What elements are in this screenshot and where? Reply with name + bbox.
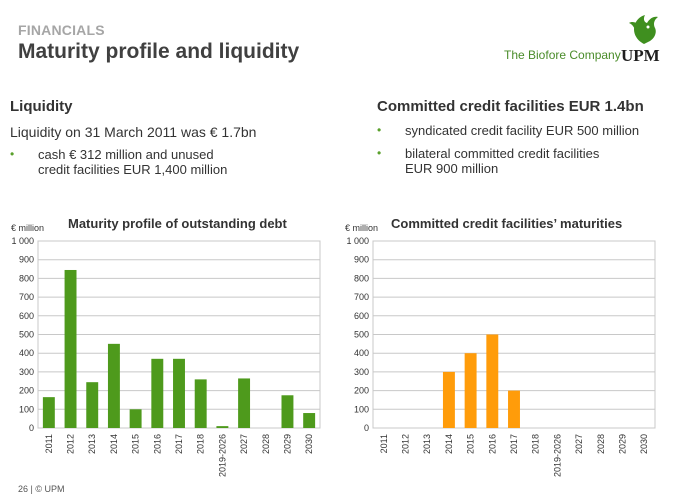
- bullet-line: syndicated credit facility EUR 500 milli…: [405, 123, 640, 138]
- y-tick-label: 500: [354, 330, 369, 340]
- x-tick-label: 2019-2026: [552, 434, 562, 477]
- x-tick-label: 2011: [44, 434, 54, 453]
- x-tick-label: 2017: [174, 434, 184, 454]
- bar: [86, 382, 99, 428]
- x-tick-label: 2030: [639, 434, 649, 454]
- y-axis-label: € million: [345, 223, 379, 233]
- section-label: FINANCIALS: [18, 22, 105, 38]
- copyright: © UPM: [35, 484, 65, 494]
- credit-facility-maturity-chart: 0 100 200 300 400 500 600 700 800 900 1 000 2011 201…: [346, 236, 656, 477]
- x-tick-label: 2014: [444, 434, 454, 454]
- bar: [464, 353, 477, 428]
- x-tick-label: 2029: [282, 434, 292, 454]
- x-tick-label: 2027: [239, 434, 249, 454]
- x-tick-label: 2030: [304, 434, 314, 454]
- y-tick-label: 400: [354, 348, 369, 358]
- y-tick-label: 600: [354, 311, 369, 321]
- y-tick-label: 300: [354, 367, 369, 377]
- company-tagline: The Biofore Company: [504, 48, 621, 62]
- y-tick-label: 600: [19, 311, 34, 321]
- bar: [107, 343, 120, 428]
- bullet-icon: •: [377, 123, 382, 137]
- y-tick-label: 100: [354, 404, 369, 414]
- bar: [303, 413, 316, 428]
- credit-bullet: • syndicated credit facility EUR 500 mil…: [377, 123, 639, 138]
- bullet-line: bilateral committed credit facilities: [405, 146, 600, 161]
- y-tick-label: 700: [19, 292, 34, 302]
- footer: 26 | © UPM: [18, 484, 65, 494]
- griffin-logo-icon: [629, 15, 658, 44]
- y-tick-label: 1 000: [346, 236, 369, 246]
- debt-maturity-chart: 0 100 200 300 400 500 600 700 800 900 1 000 2011 201…: [11, 236, 321, 477]
- bullet-icon: •: [377, 146, 382, 160]
- x-tick-label: 2012: [66, 434, 76, 454]
- y-tick-label: 200: [19, 386, 34, 396]
- y-tick-label: 800: [354, 273, 369, 283]
- y-tick-label: 800: [19, 273, 34, 283]
- y-tick-label: 100: [19, 404, 34, 414]
- bar: [173, 358, 185, 428]
- bar: [64, 269, 77, 428]
- x-tick-label: 2016: [152, 434, 162, 454]
- x-tick-label: 2027: [574, 434, 584, 454]
- chart-title: Committed credit facilities’ maturities: [391, 216, 623, 231]
- liquidity-statement: Liquidity on 31 March 2011 was € 1.7bn: [10, 124, 257, 140]
- liquidity-heading: Liquidity: [10, 98, 73, 115]
- y-tick-label: 0: [29, 423, 34, 433]
- footer-separator: |: [30, 484, 36, 494]
- y-axis-label: € million: [11, 223, 45, 233]
- y-tick-label: 900: [19, 255, 34, 265]
- credit-facilities-heading: Committed credit facilities EUR 1.4bn: [377, 98, 644, 115]
- bar: [486, 334, 499, 428]
- bar: [281, 395, 294, 428]
- bar: [216, 426, 229, 428]
- bar: [508, 390, 520, 428]
- bullet-line: credit facilities EUR 1,400 million: [38, 162, 228, 177]
- x-tick-label: 2019-2026: [217, 434, 227, 477]
- bar: [129, 409, 142, 428]
- y-tick-label: 700: [354, 292, 369, 302]
- bar: [238, 378, 251, 428]
- bar: [194, 379, 207, 428]
- bullet-icon: •: [10, 147, 15, 161]
- x-tick-label: 2016: [487, 434, 497, 454]
- bar: [442, 371, 455, 428]
- bar: [42, 397, 55, 428]
- credit-bullet: • bilateral committed credit facilities …: [377, 146, 599, 176]
- y-tick-label: 0: [364, 423, 369, 433]
- page-title: Maturity profile and liquidity: [18, 40, 300, 63]
- bullet-line: EUR 900 million: [405, 161, 499, 176]
- x-tick-label: 2028: [596, 434, 606, 454]
- bullet-line: cash € 312 million and unused: [38, 147, 214, 162]
- x-tick-label: 2013: [422, 434, 432, 454]
- x-tick-label: 2017: [509, 434, 519, 454]
- y-tick-label: 900: [354, 255, 369, 265]
- x-tick-label: 2029: [617, 434, 627, 454]
- x-tick-label: 2015: [466, 434, 476, 454]
- x-tick-label: 2028: [261, 434, 271, 454]
- chart-title: Maturity profile of outstanding debt: [68, 216, 287, 231]
- page-number: 26: [18, 484, 29, 494]
- x-tick-label: 2012: [401, 434, 411, 454]
- x-tick-label: 2018: [196, 434, 206, 454]
- x-tick-label: 2015: [131, 434, 141, 454]
- brand-name: UPM: [621, 46, 660, 65]
- y-tick-label: 1 000: [11, 236, 34, 246]
- x-tick-label: 2011: [379, 434, 389, 453]
- y-tick-label: 500: [19, 330, 34, 340]
- y-tick-label: 300: [19, 367, 34, 377]
- y-tick-label: 400: [19, 348, 34, 358]
- x-tick-label: 2014: [109, 434, 119, 454]
- x-tick-label: 2013: [87, 434, 97, 454]
- y-tick-label: 200: [354, 386, 369, 396]
- x-tick-label: 2018: [531, 434, 541, 454]
- bar: [151, 358, 164, 428]
- liquidity-bullet: • cash € 312 million and unused credit f…: [10, 147, 227, 177]
